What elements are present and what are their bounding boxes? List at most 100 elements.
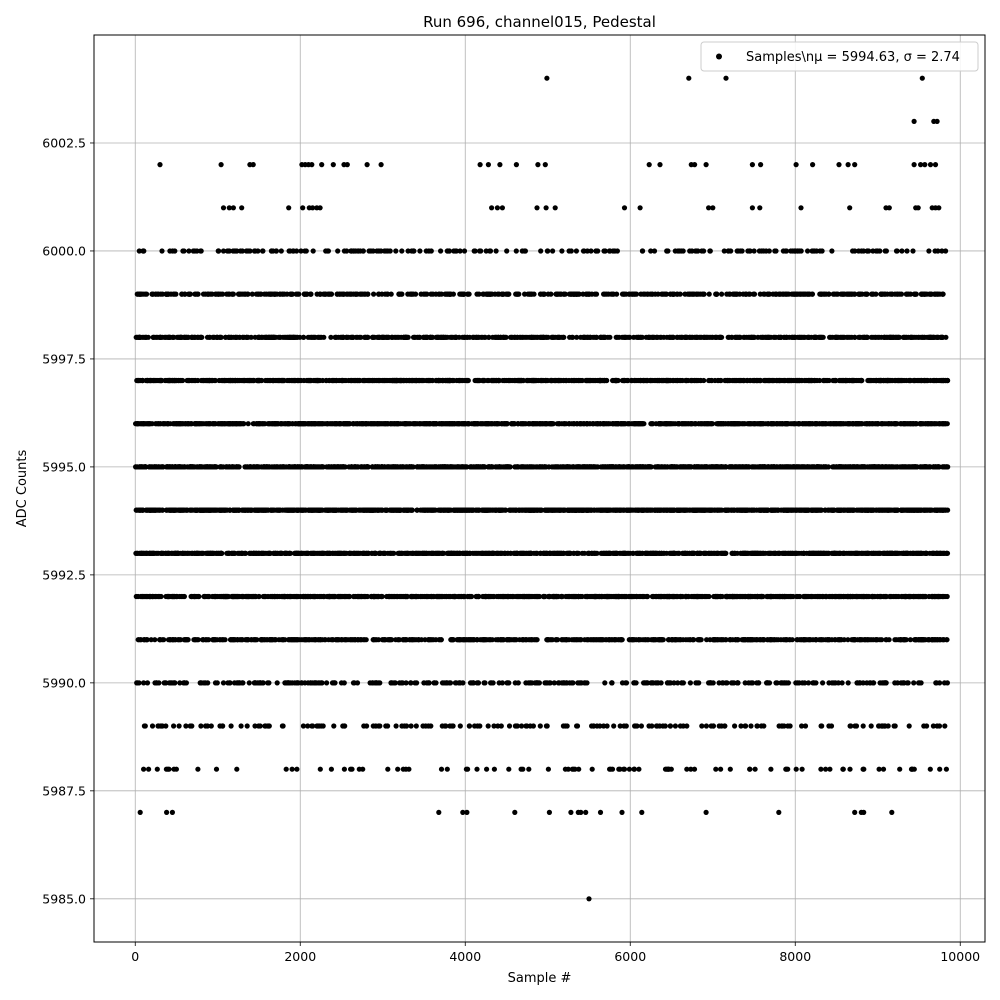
data-point [551,680,557,686]
data-point [793,162,799,168]
data-point [548,637,554,643]
data-point [544,75,550,81]
data-point [637,205,643,211]
data-point [847,766,853,772]
data-point [911,680,917,686]
data-point [919,75,925,81]
data-point [754,507,760,513]
data-point [363,593,369,600]
data-point [317,766,323,772]
data-point [341,550,347,556]
data-point [257,723,263,729]
data-point [520,637,526,643]
data-point [921,593,927,600]
data-point [861,809,867,816]
data-point [880,766,887,772]
data-point [212,680,219,686]
data-point [843,593,849,600]
data-point [904,550,911,556]
data-point [687,637,693,643]
data-point [927,766,933,772]
data-point [565,766,571,772]
data-point [660,723,666,729]
data-point [220,680,227,686]
data-point [426,637,432,643]
data-point [402,637,408,643]
data-point [414,593,420,600]
data-point [632,507,638,513]
data-point [897,637,904,643]
data-point [481,680,487,686]
data-point [447,550,453,556]
data-point [687,680,694,686]
data-point [633,723,639,729]
data-point [763,507,769,513]
data-point [608,507,614,513]
data-point [177,637,183,643]
data-point [333,507,339,513]
data-point [230,593,236,600]
data-point [443,593,449,600]
data-point [631,637,637,643]
data-point [852,723,858,729]
data-point [802,723,809,729]
data-point [638,723,645,729]
data-point [911,162,917,168]
data-point [266,550,272,556]
data-point [295,550,301,556]
data-point [677,723,684,729]
data-point [474,593,480,600]
data-point [208,507,214,513]
data-point [761,723,767,729]
data-point [677,593,683,600]
data-point [237,637,243,643]
data-point [594,507,600,513]
data-point [142,550,148,556]
data-point [665,507,671,513]
data-point [927,162,934,168]
data-point [339,637,345,643]
data-point [157,507,163,513]
data-point [483,593,489,600]
data-point [723,507,729,513]
data-point [617,723,623,729]
data-point [210,550,216,556]
data-point [929,507,935,513]
data-point [377,723,383,729]
data-point [886,637,892,643]
data-point [570,507,577,513]
data-point [601,723,607,729]
data-point [173,766,179,772]
data-point [710,205,716,211]
data-point [224,593,230,600]
data-point [525,680,532,686]
data-point [362,550,368,556]
data-point [874,593,881,600]
data-point [154,766,160,772]
data-point [513,593,519,600]
data-point [454,637,460,643]
data-point [760,593,766,600]
data-point [532,593,538,600]
data-point [349,550,355,556]
data-point [165,637,172,643]
data-point [761,637,767,643]
data-point [668,550,674,556]
data-point [702,593,708,600]
data-point [199,680,205,686]
data-point [146,550,152,556]
data-point [227,680,233,686]
data-point [756,550,762,556]
data-point [839,680,845,686]
data-point [290,507,296,513]
data-point [355,550,361,556]
data-point [157,593,163,600]
data-point [504,680,511,686]
data-point [341,766,347,772]
data-point [838,550,844,556]
data-point [429,593,435,600]
data-point [571,593,578,600]
data-point [845,637,851,643]
data-point [648,550,654,556]
